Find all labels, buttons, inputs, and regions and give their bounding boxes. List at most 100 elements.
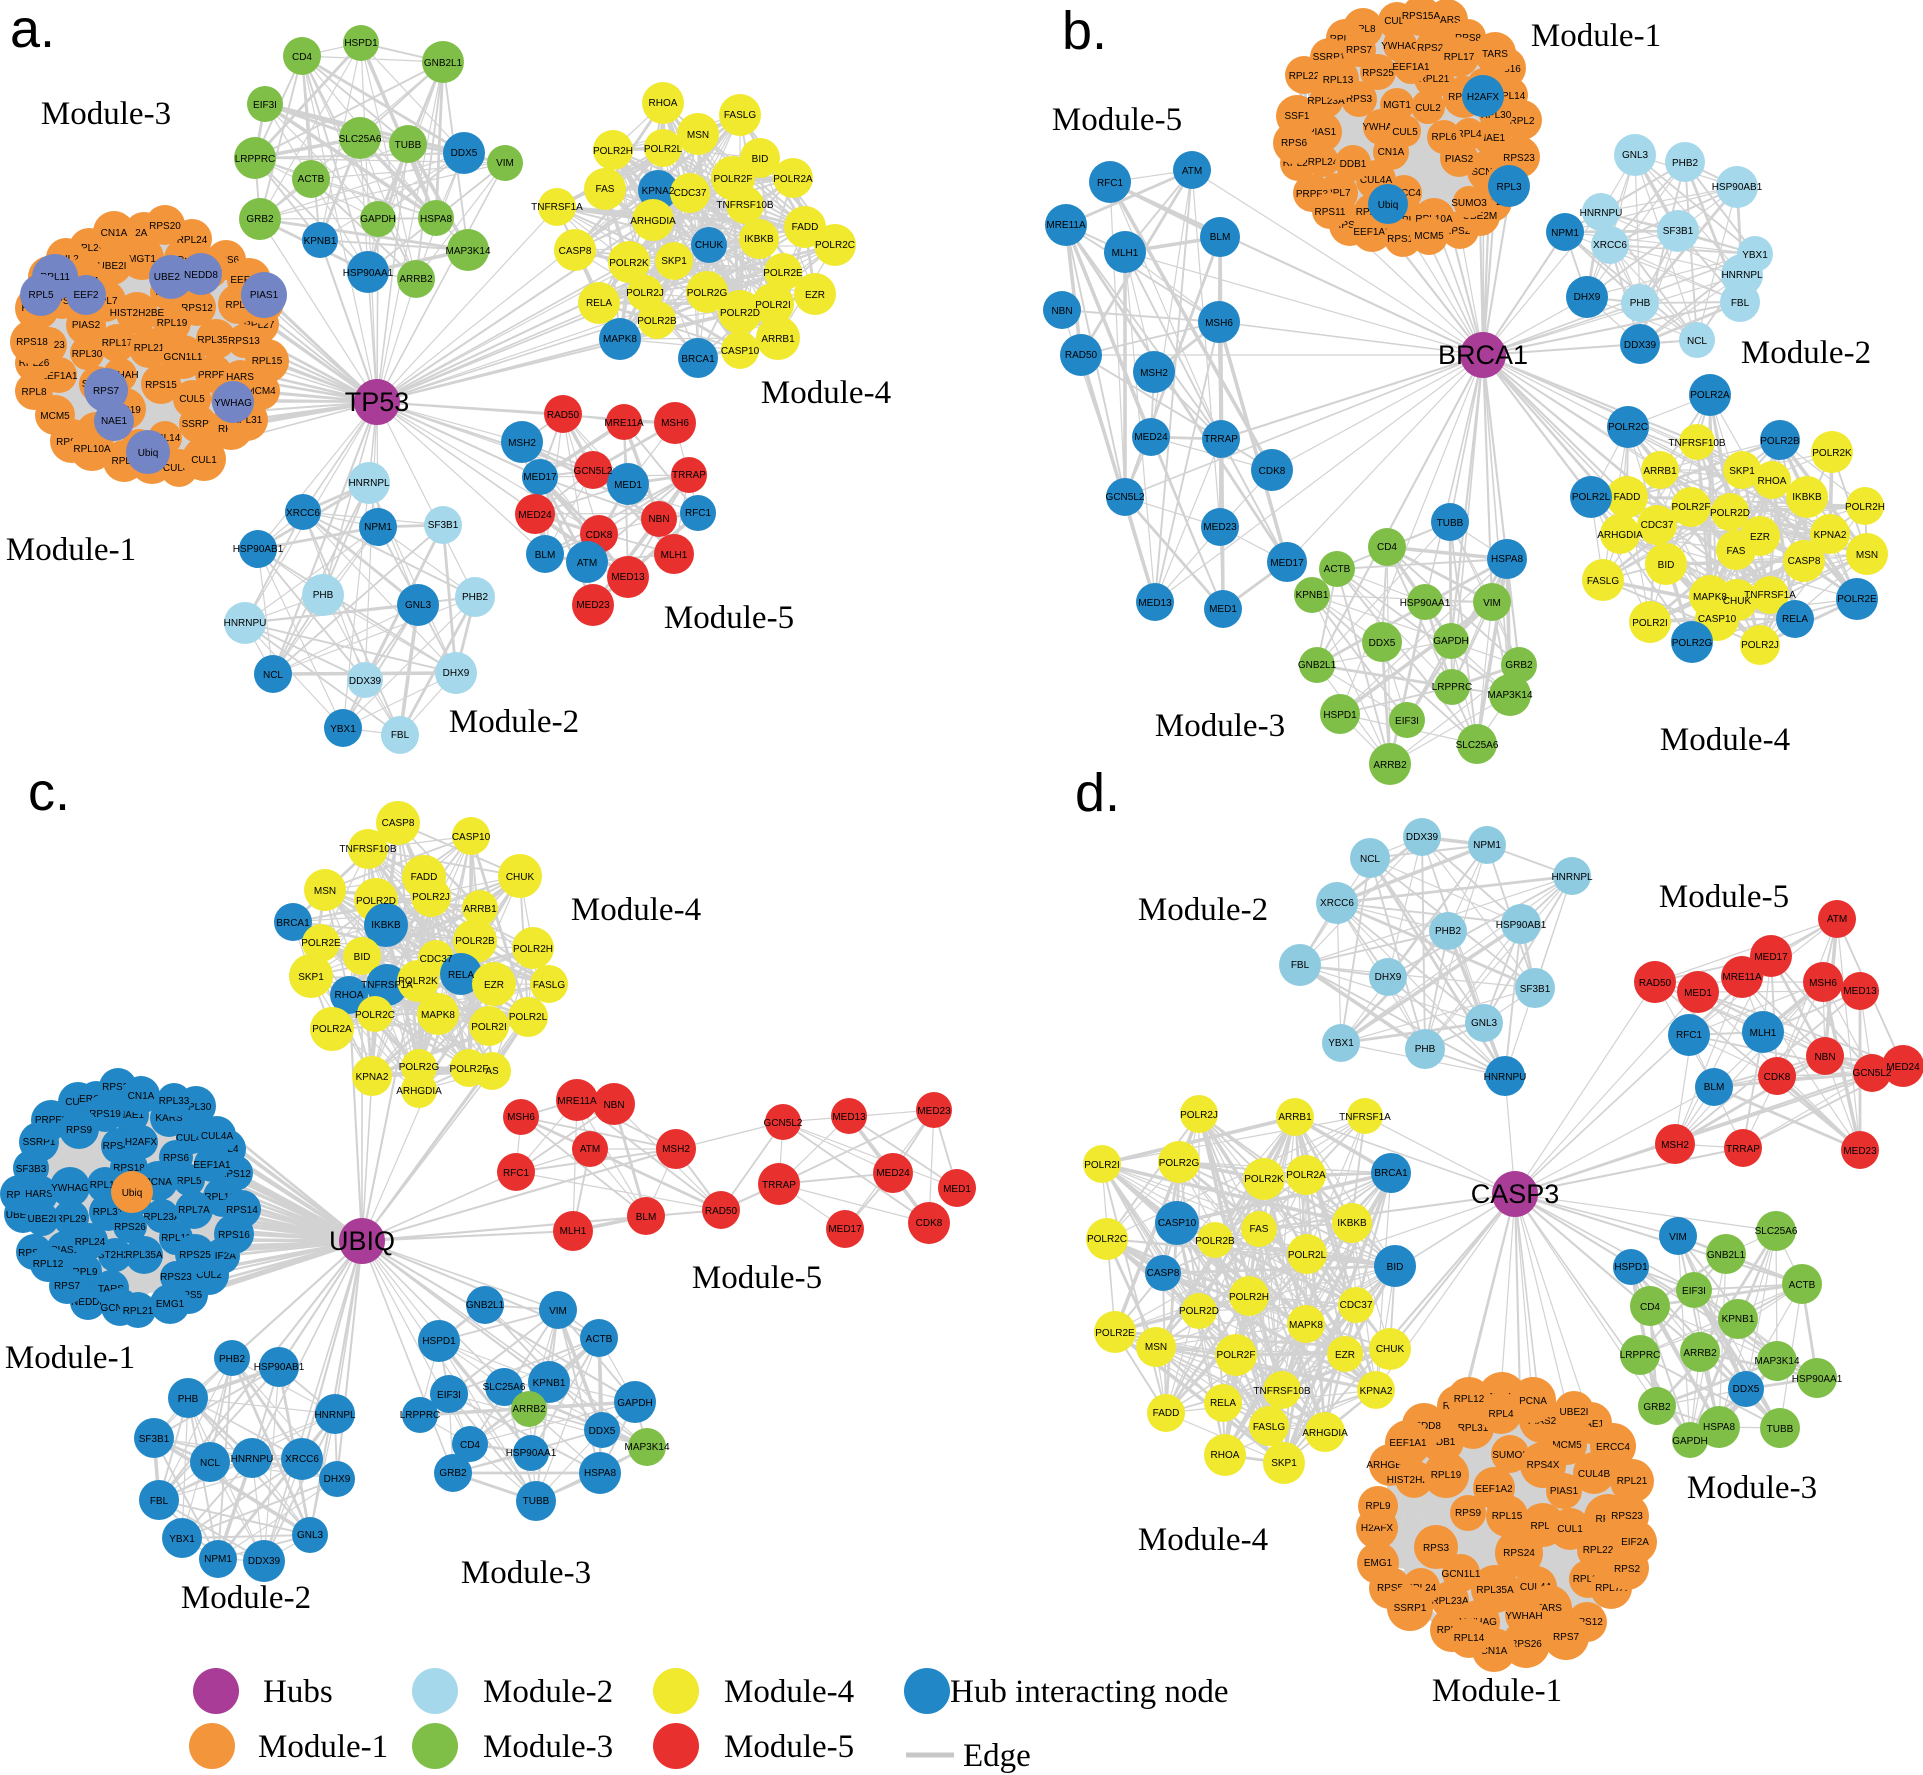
svg-text:YBX1: YBX1 xyxy=(1328,1038,1354,1049)
svg-text:HARS: HARS xyxy=(226,372,254,383)
svg-text:Module-4: Module-4 xyxy=(571,892,701,928)
svg-text:CUL4A: CUL4A xyxy=(1360,175,1393,186)
svg-text:POLR2L: POLR2L xyxy=(509,1012,548,1023)
svg-text:POLR2H: POLR2H xyxy=(1229,1292,1269,1303)
svg-text:SLC25A6: SLC25A6 xyxy=(339,134,382,145)
svg-text:HNRNPU: HNRNPU xyxy=(1484,1072,1527,1083)
svg-text:POLR2G: POLR2G xyxy=(1672,638,1713,649)
svg-text:POLR2K: POLR2K xyxy=(1812,448,1852,459)
svg-text:DDX5: DDX5 xyxy=(589,1426,616,1437)
svg-text:POLR2A: POLR2A xyxy=(312,1024,352,1035)
svg-text:HSPD1: HSPD1 xyxy=(1323,710,1357,721)
svg-text:RPS9: RPS9 xyxy=(1455,1508,1482,1519)
svg-text:EEF1A2: EEF1A2 xyxy=(1475,1484,1513,1495)
svg-text:CASP10: CASP10 xyxy=(721,346,760,357)
svg-text:GCN1L1: GCN1L1 xyxy=(164,352,203,363)
svg-text:POLR2F: POLR2F xyxy=(1672,502,1711,513)
svg-text:XRCC6: XRCC6 xyxy=(285,1454,319,1465)
svg-text:RHOA: RHOA xyxy=(335,990,364,1001)
svg-text:BLM: BLM xyxy=(636,1212,657,1223)
svg-text:PIAS1: PIAS1 xyxy=(250,290,279,301)
svg-text:HIST2H2BE: HIST2H2BE xyxy=(88,1250,143,1261)
svg-text:KPNB1: KPNB1 xyxy=(304,236,337,247)
svg-text:HSP90AA1: HSP90AA1 xyxy=(1400,598,1451,609)
svg-text:POLR2J: POLR2J xyxy=(1741,640,1779,651)
svg-text:NCL: NCL xyxy=(1687,336,1707,347)
svg-text:POLR2G: POLR2G xyxy=(399,1062,440,1073)
svg-text:HSP90AA1: HSP90AA1 xyxy=(506,1448,557,1459)
svg-text:UBE2M: UBE2M xyxy=(1463,211,1497,222)
svg-text:DDX5: DDX5 xyxy=(451,148,478,159)
svg-text:MED1: MED1 xyxy=(943,1184,971,1195)
svg-text:RFC1: RFC1 xyxy=(685,508,712,519)
svg-text:Module-3: Module-3 xyxy=(41,96,171,132)
svg-text:CDC37: CDC37 xyxy=(420,954,453,965)
svg-text:ERCC4: ERCC4 xyxy=(1596,1442,1630,1453)
svg-text:CUL5: CUL5 xyxy=(1392,127,1418,138)
svg-text:DHX9: DHX9 xyxy=(443,668,470,679)
svg-text:PIAS2: PIAS2 xyxy=(72,320,101,331)
svg-text:RPL3: RPL3 xyxy=(225,300,250,311)
svg-text:MED17: MED17 xyxy=(1270,558,1304,569)
svg-text:RPL23A: RPL23A xyxy=(143,1212,181,1223)
svg-text:RPL19: RPL19 xyxy=(1431,1470,1462,1481)
svg-text:Module-3: Module-3 xyxy=(483,1729,613,1765)
svg-text:EIF3I: EIF3I xyxy=(1682,1286,1706,1297)
svg-text:RPL27: RPL27 xyxy=(1330,34,1361,45)
svg-text:POLR2H: POLR2H xyxy=(1845,502,1885,513)
svg-text:FAS: FAS xyxy=(596,184,615,195)
svg-text:RPL35A: RPL35A xyxy=(125,1250,163,1261)
svg-text:MSH2: MSH2 xyxy=(1661,1140,1689,1151)
svg-text:SF3B1: SF3B1 xyxy=(1520,984,1551,995)
svg-text:RPL31: RPL31 xyxy=(93,1207,124,1218)
svg-text:POLR2K: POLR2K xyxy=(609,258,649,269)
svg-text:BLM: BLM xyxy=(1210,232,1231,243)
svg-text:SF3B3: SF3B3 xyxy=(16,1164,47,1175)
svg-text:Module-4: Module-4 xyxy=(1138,1522,1268,1558)
svg-text:DDX5: DDX5 xyxy=(1733,1384,1760,1395)
svg-text:GRB2: GRB2 xyxy=(1643,1402,1671,1413)
svg-text:MAPK8: MAPK8 xyxy=(603,334,637,345)
svg-text:CN1A: CN1A xyxy=(101,228,128,239)
svg-text:RPS8: RPS8 xyxy=(1455,33,1482,44)
svg-text:MSH2: MSH2 xyxy=(508,438,536,449)
svg-text:TUBB: TUBB xyxy=(1437,518,1464,529)
svg-text:TARS: TARS xyxy=(1482,49,1508,60)
svg-text:RPS20: RPS20 xyxy=(1444,226,1476,237)
svg-text:KPNB1: KPNB1 xyxy=(1296,590,1329,601)
svg-text:ATM: ATM xyxy=(1827,914,1847,925)
svg-text:RPL13: RPL13 xyxy=(1323,75,1354,86)
svg-text:Module-2: Module-2 xyxy=(449,704,579,740)
svg-text:FBL: FBL xyxy=(391,730,410,741)
svg-text:RPL14: RPL14 xyxy=(1454,1633,1485,1644)
svg-text:GNB2L1: GNB2L1 xyxy=(424,58,463,69)
svg-text:NPM1: NPM1 xyxy=(1551,228,1579,239)
svg-text:POLR2B: POLR2B xyxy=(637,316,677,327)
svg-text:RPL22: RPL22 xyxy=(1583,1545,1614,1556)
svg-text:RPL5: RPL5 xyxy=(28,290,53,301)
svg-text:SKP1: SKP1 xyxy=(298,972,324,983)
svg-text:DDX5: DDX5 xyxy=(1369,638,1396,649)
svg-text:RPL5: RPL5 xyxy=(176,1176,201,1187)
svg-text:RPL29: RPL29 xyxy=(74,243,105,254)
svg-text:EEF1A1: EEF1A1 xyxy=(193,1160,231,1171)
svg-text:SF3B1: SF3B1 xyxy=(139,1434,170,1445)
svg-text:RPS23: RPS23 xyxy=(160,1272,192,1283)
svg-text:MRE11A: MRE11A xyxy=(557,1096,597,1107)
svg-text:MRE11A: MRE11A xyxy=(1722,972,1762,983)
svg-text:FADD: FADD xyxy=(1614,492,1641,503)
svg-text:TUBB: TUBB xyxy=(523,1496,550,1507)
svg-text:SLC25A6: SLC25A6 xyxy=(483,1382,526,1393)
svg-text:TRRAP: TRRAP xyxy=(1726,1144,1760,1155)
svg-text:RPL7: RPL7 xyxy=(1325,188,1350,199)
svg-text:b.: b. xyxy=(1062,1,1107,61)
svg-text:GAPDH: GAPDH xyxy=(360,214,396,225)
svg-text:POLR2I: POLR2I xyxy=(1084,1160,1120,1171)
svg-text:HSPD1: HSPD1 xyxy=(1614,1262,1648,1273)
svg-text:YBX1: YBX1 xyxy=(330,724,356,735)
svg-text:RPL11: RPL11 xyxy=(40,272,70,283)
svg-text:FASLG: FASLG xyxy=(724,110,756,121)
svg-text:CUL1: CUL1 xyxy=(191,455,217,466)
svg-text:RELA: RELA xyxy=(586,298,612,309)
svg-text:RAD50: RAD50 xyxy=(547,410,580,421)
